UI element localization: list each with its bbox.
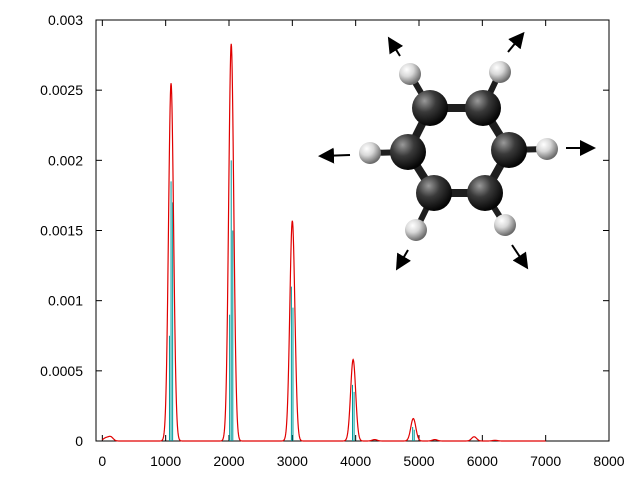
hydrogen-atom bbox=[359, 142, 381, 164]
carbon-atom bbox=[412, 90, 448, 126]
x-tick-label: 3000 bbox=[277, 453, 308, 469]
benzene-molecule-inset bbox=[318, 31, 596, 271]
displacement-arrow bbox=[395, 249, 411, 271]
stick-spectrum-series bbox=[168, 160, 415, 441]
displacement-arrow bbox=[318, 147, 351, 164]
broadened-spectrum-line bbox=[102, 43, 546, 442]
y-axis: 0 0.0005 0.001 0.0015 0.002 0.0025 0.003 bbox=[40, 12, 609, 449]
y-tick-label: 0.0015 bbox=[40, 223, 83, 239]
x-tick-label: 4000 bbox=[340, 453, 371, 469]
hydrogen-atom bbox=[489, 61, 511, 83]
x-tick-label: 8000 bbox=[593, 453, 624, 469]
x-tick-label: 5000 bbox=[403, 453, 434, 469]
y-tick-label: 0.0025 bbox=[40, 82, 83, 98]
displacement-arrow bbox=[511, 244, 529, 270]
x-axis: 0 1000 2000 3000 4000 5000 6000 7000 8000 bbox=[98, 20, 625, 469]
hydrogen-atom bbox=[494, 214, 516, 236]
x-tick-label: 0 bbox=[98, 453, 106, 469]
carbon-atom bbox=[416, 175, 452, 211]
x-tick-label: 7000 bbox=[530, 453, 561, 469]
carbon-atom bbox=[465, 90, 501, 126]
y-tick-label: 0.0005 bbox=[40, 363, 83, 379]
x-tick-label: 6000 bbox=[467, 453, 498, 469]
hydrogen-atom bbox=[536, 138, 558, 160]
displacement-arrow bbox=[387, 36, 404, 57]
y-tick-label: 0.001 bbox=[48, 293, 83, 309]
hydrogen-atom bbox=[405, 219, 427, 241]
x-tick-label: 1000 bbox=[150, 453, 181, 469]
hydrogen-atom bbox=[399, 63, 421, 85]
y-tick-label: 0.003 bbox=[48, 12, 83, 28]
y-tick-label: 0.002 bbox=[48, 152, 83, 168]
y-tick-label: 0 bbox=[75, 433, 83, 449]
carbon-atom bbox=[491, 132, 527, 168]
displacement-arrow bbox=[507, 31, 525, 53]
x-tick-label: 2000 bbox=[213, 453, 244, 469]
carbon-atom bbox=[467, 175, 503, 211]
carbon-atom bbox=[390, 134, 426, 170]
